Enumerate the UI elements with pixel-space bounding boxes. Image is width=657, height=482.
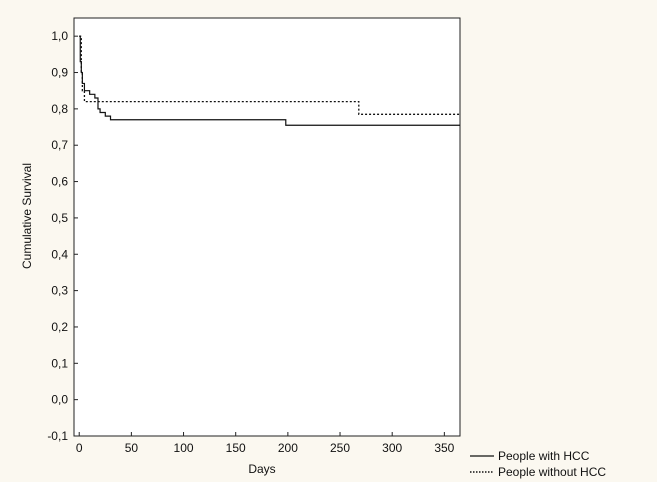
- y-axis-ticks: 1,0 0,9 0,8 0,7 0,6 0,5 0,4 0,3 0,2 0,1 0,0 -0,1: [47, 29, 78, 443]
- legend: People with HCC People without HCC: [470, 449, 606, 479]
- legend-label-without-hcc: People without HCC: [498, 465, 606, 479]
- y-tick-label: 1,0: [51, 29, 68, 43]
- x-tick-label: 150: [226, 441, 246, 455]
- y-tick-label: 0,0: [51, 393, 68, 407]
- x-tick-label: 350: [434, 441, 454, 455]
- x-tick-label: 50: [125, 441, 139, 455]
- x-tick-label: 0: [76, 441, 83, 455]
- y-tick-label: 0,8: [51, 102, 68, 116]
- y-axis-title: Cumulative Survival: [20, 163, 34, 269]
- series-line-without-hcc: [79, 35, 460, 115]
- x-tick-label: 200: [278, 441, 298, 455]
- x-axis-ticks: 0 50 100 150 200 250 300 350: [76, 432, 455, 455]
- y-tick-label: 0,3: [51, 284, 68, 298]
- legend-label-with-hcc: People with HCC: [498, 449, 590, 463]
- y-tick-label: 0,6: [51, 175, 68, 189]
- y-tick-label: 0,9: [51, 66, 68, 80]
- y-tick-label: -0,1: [47, 429, 68, 443]
- y-tick-label: 0,2: [51, 320, 68, 334]
- series-layer: [79, 35, 460, 126]
- y-tick-label: 0,5: [51, 211, 68, 225]
- x-tick-label: 300: [382, 441, 402, 455]
- x-axis-title: Days: [248, 462, 275, 476]
- y-tick-label: 0,7: [51, 138, 68, 152]
- y-tick-label: 0,4: [51, 247, 68, 261]
- plot-frame: [73, 17, 461, 437]
- y-tick-label: 0,1: [51, 356, 68, 370]
- x-tick-label: 250: [330, 441, 350, 455]
- x-tick-label: 100: [174, 441, 194, 455]
